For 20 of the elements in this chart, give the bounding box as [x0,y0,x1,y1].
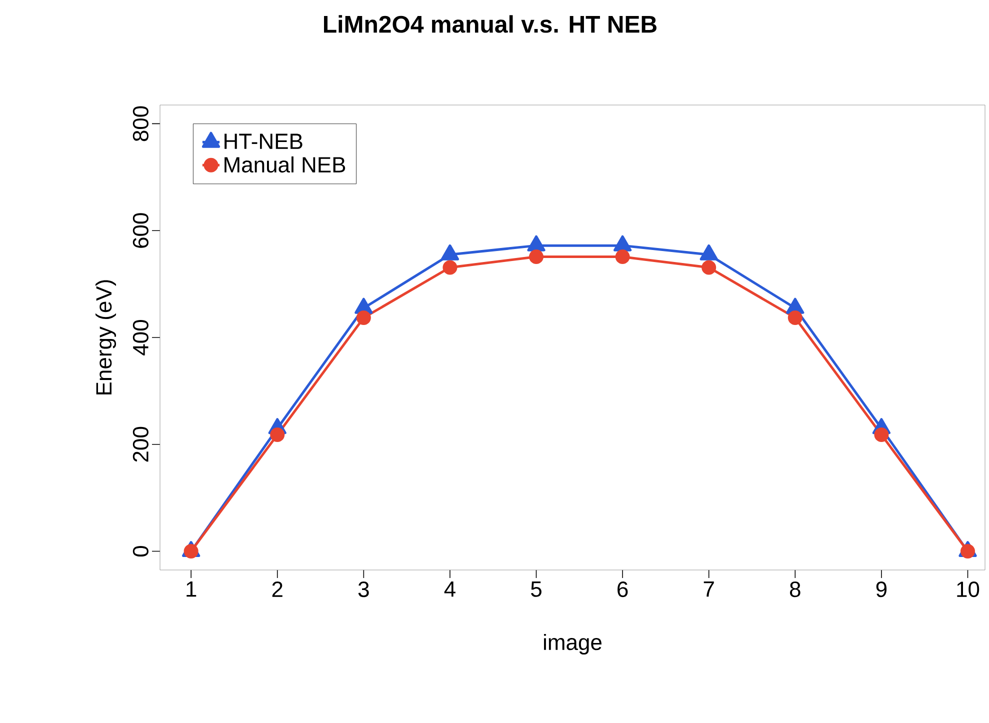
x-tick-label: 6 [618,582,628,598]
legend-label: HT-NEB [224,134,302,149]
x-tick-label: 7 [704,582,714,597]
x-tick-label: 3 [358,582,369,598]
x-tick-label: 1 [186,582,196,597]
y-tick-label: 600 [132,213,148,248]
legend-label: Manual NEB [224,156,346,173]
y-tick-label: 800 [132,106,148,142]
y-tick-label: 200 [132,426,148,462]
x-tick-label: 5 [531,582,542,597]
x-tick-label: 8 [790,582,800,598]
x-tick-label: 4 [444,582,456,597]
x-tick-label: 2 [272,582,282,597]
x-tick-label: 10 [957,582,980,598]
y-tick-label: 0 [132,546,148,557]
y-tick-label: 400 [132,320,148,356]
y-axis-title: Energy (eV) [96,280,116,394]
x-axis-title: image [544,634,602,654]
x-tick-label: 9 [876,582,887,598]
chart-title: LiMn2O4 manual v.s. HT NEB [324,15,656,33]
